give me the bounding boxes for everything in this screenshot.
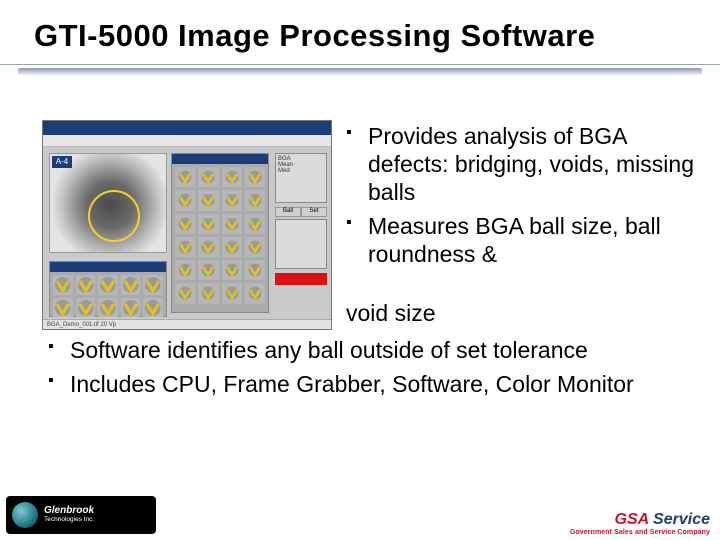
ball-id-tag: A-4 [52,156,72,168]
bga-cell [175,237,195,257]
gsa-service-logo: GSA Service Government Sales and Service… [570,511,710,536]
bga-cell [175,283,195,303]
slide-title: GTI-5000 Image Processing Software [34,18,595,54]
bga-cell [143,275,163,295]
bga-cell [53,298,73,318]
bga-cell [198,190,218,210]
bga-cell [98,275,118,295]
bga-cell [198,283,218,303]
bga-cell [222,237,242,257]
ball-outline-ring [88,190,140,242]
fail-indicator [275,273,327,285]
bga-cell [198,214,218,234]
bga-cell [222,214,242,234]
bga-grid-panel [171,153,269,313]
globe-icon [12,502,38,528]
bga-cell [222,283,242,303]
bga-cell [175,190,195,210]
app-screenshot: A-4 BGAMeanMed BallSet BGA_Demo_001.tif … [42,120,332,330]
bga-cell [121,298,141,318]
bullet-item: Provides analysis of BGA defects: bridgi… [346,122,694,206]
bga-cell [198,237,218,257]
bga-cell [76,275,96,295]
slide: GTI-5000 Image Processing Software A-4 B… [0,0,720,540]
bga-cell [175,214,195,234]
screenshot-statusbar: BGA_Demo_001.tif 20 Vp [43,319,331,329]
logo-subtitle: Technologies Inc. [44,517,94,524]
bga-cell [143,298,163,318]
bga-cell [53,275,73,295]
bullet-item: Includes CPU, Frame Grabber, Software, C… [48,370,688,398]
bullet-item: Measures BGA ball size, ball roundness & [346,212,694,268]
bullet-list-full: Software identifies any ball outside of … [48,336,688,404]
bga-cell [222,260,242,280]
bga-cell [245,214,265,234]
screenshot-body: A-4 BGAMeanMed BallSet [43,147,331,319]
bga-cell [175,260,195,280]
bga-cell [98,298,118,318]
glenbrook-logo: Glenbrook Technologies Inc. [6,496,156,534]
gsa-text: GSA [615,511,649,528]
screenshot-titlebar [43,121,331,135]
bullet-list-right: Provides analysis of BGA defects: bridgi… [346,122,694,274]
overlapping-text-fragment: void size [346,300,435,327]
bga-cell [222,167,242,187]
bullet-item: Software identifies any ball outside of … [48,336,688,364]
bga-cell [198,167,218,187]
bga-cell [175,167,195,187]
bga-row-panel [49,261,167,317]
gsa-subtitle: Government Sales and Service Company [570,529,710,536]
title-underline [0,64,720,82]
settings-panel [275,219,327,269]
bga-cell [121,275,141,295]
service-text: Service [649,511,710,528]
bga-cell [222,190,242,210]
bga-cell [198,260,218,280]
bga-cell [76,298,96,318]
bga-cell [245,237,265,257]
logo-name: Glenbrook [44,505,94,516]
measurement-sidebar: BGAMeanMed BallSet [275,153,327,313]
ball-closeup-panel: A-4 [49,153,167,253]
screenshot-menubar [43,135,331,147]
bga-cell [245,260,265,280]
bga-cell [245,283,265,303]
bga-cell [245,167,265,187]
bga-cell [245,190,265,210]
stats-panel: BGAMeanMed [275,153,327,203]
